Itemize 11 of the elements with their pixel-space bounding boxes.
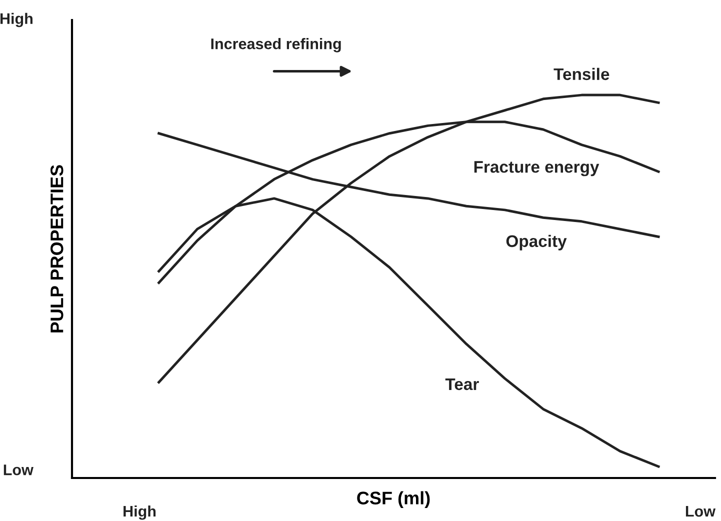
x-axis-title: CSF (ml) <box>357 491 430 508</box>
text: Low <box>686 506 716 517</box>
series-label: Tear <box>445 378 479 390</box>
series-label: Tensile <box>554 68 610 80</box>
text: Low <box>4 464 34 476</box>
series-label: Fracture energy <box>474 161 600 176</box>
text: High <box>124 505 156 520</box>
text: Increased refining <box>211 38 341 52</box>
series-label: Opacity <box>506 234 567 250</box>
text: High <box>0 12 32 28</box>
y-axis-title: PULP PROPERTIES <box>50 165 64 332</box>
